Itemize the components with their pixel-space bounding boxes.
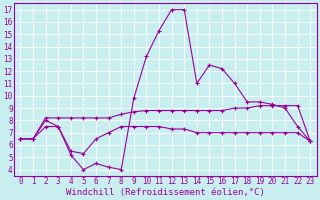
X-axis label: Windchill (Refroidissement éolien,°C): Windchill (Refroidissement éolien,°C) xyxy=(66,188,265,197)
